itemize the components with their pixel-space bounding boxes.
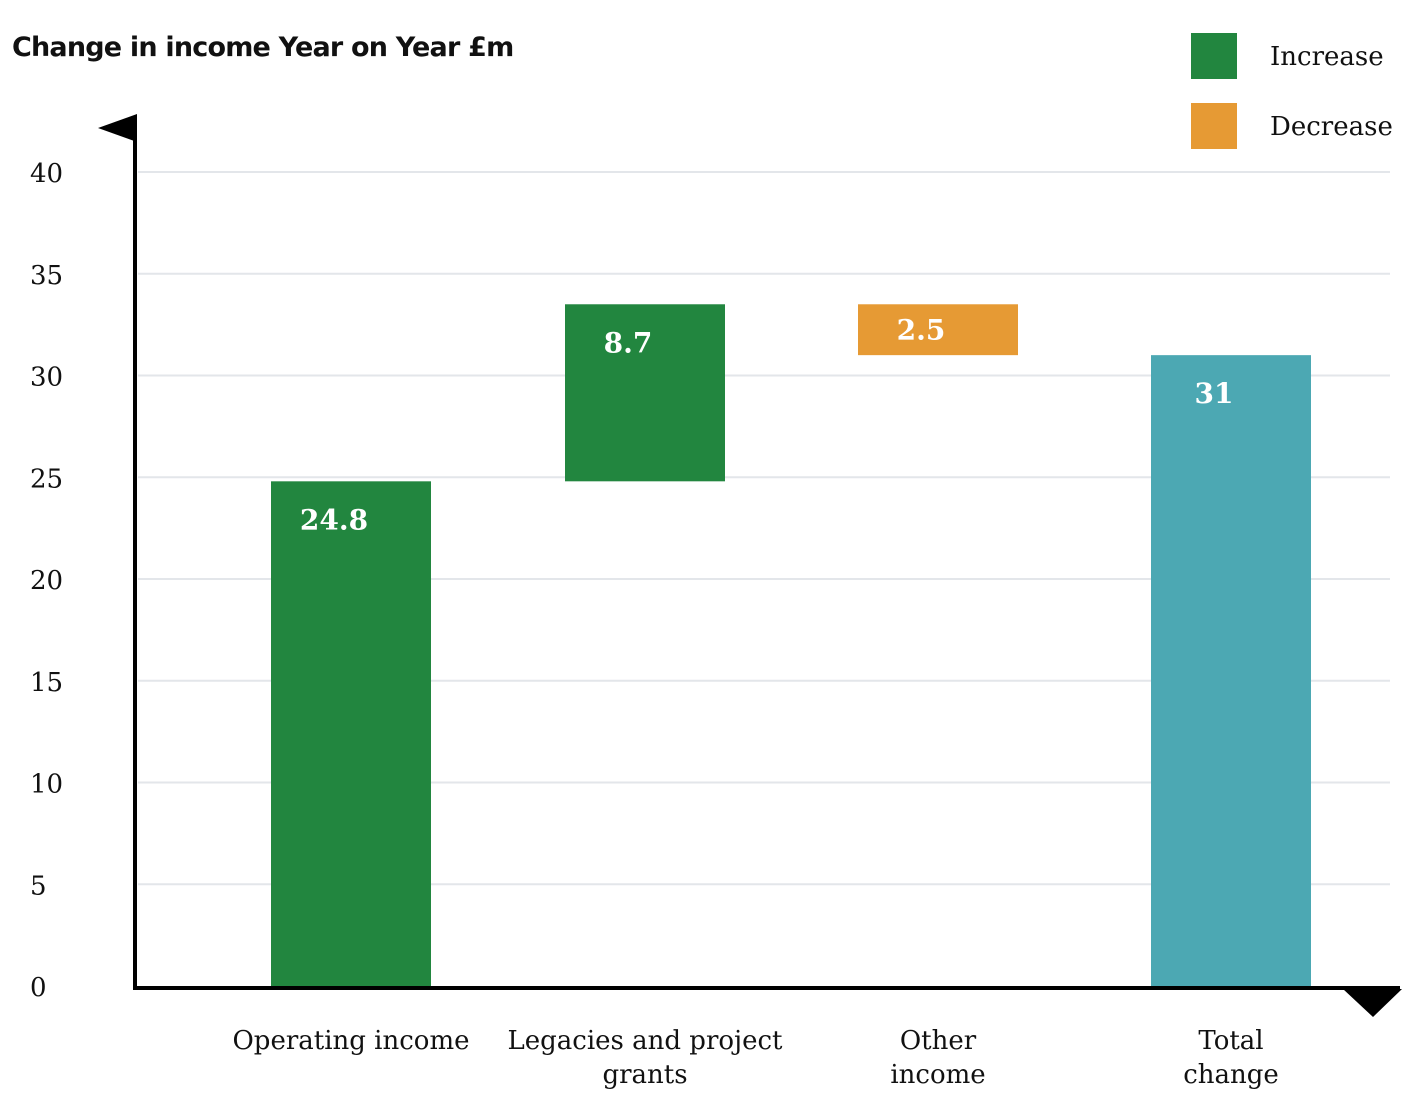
y-tick-label: 0: [30, 973, 47, 1003]
y-tick-label: 25: [30, 464, 63, 494]
x-tick-label: Operating income: [232, 1026, 469, 1056]
legend-swatch-decrease: [1191, 103, 1237, 149]
x-tick-label: Other: [900, 1026, 977, 1056]
x-axis-arrowhead: [1343, 989, 1402, 1017]
x-tick-label: Total: [1198, 1026, 1263, 1056]
y-tick-label: 30: [30, 363, 63, 393]
chart-title: Change in income Year on Year £m: [12, 32, 514, 63]
x-tick-label: Legacies and project: [507, 1026, 783, 1056]
bar-value-label: 31: [1195, 377, 1234, 410]
axes: [98, 114, 1402, 1017]
y-axis-arrowhead: [98, 114, 137, 142]
bar-increase: [271, 481, 431, 986]
x-tick-label: income: [890, 1060, 985, 1090]
y-tick-labels: 0 5 10 15 20 25 30 35 40: [30, 159, 63, 1003]
x-tick-labels: Operating income Legacies and project gran…: [232, 1026, 1278, 1090]
legend-label-decrease: Decrease: [1270, 112, 1393, 142]
bars: 24.8 8.7 2.5 31: [271, 304, 1311, 986]
y-tick-label: 15: [30, 668, 63, 698]
x-tick-label: change: [1183, 1060, 1279, 1090]
y-tick-label: 35: [30, 261, 63, 291]
bar-total: [1151, 355, 1311, 986]
bar-value-label: 24.8: [300, 503, 368, 536]
x-tick-label: grants: [602, 1060, 687, 1090]
y-tick-label: 20: [30, 566, 63, 596]
bar-increase: [565, 304, 725, 482]
bar-value-label: 2.5: [897, 314, 946, 347]
y-tick-label: 40: [30, 159, 63, 189]
y-tick-label: 5: [30, 871, 47, 901]
bar-decrease: [858, 304, 1018, 356]
legend-label-increase: Increase: [1270, 42, 1384, 72]
y-tick-label: 10: [30, 770, 63, 800]
bar-value-label: 8.7: [604, 326, 653, 359]
legend-swatch-increase: [1191, 33, 1237, 79]
